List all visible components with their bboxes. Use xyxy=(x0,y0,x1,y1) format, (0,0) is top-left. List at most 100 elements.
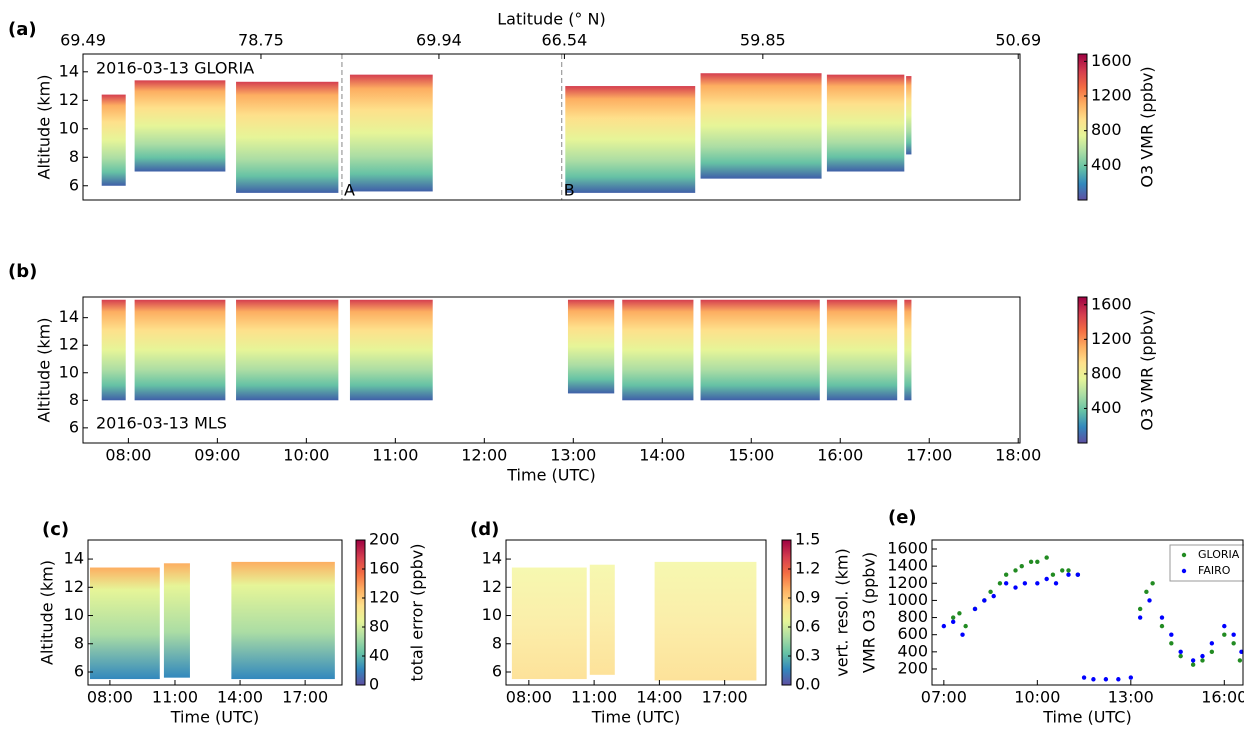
colorbar-tick-label: 1.5 xyxy=(795,530,820,549)
y-tick-label: 800 xyxy=(897,607,928,626)
point xyxy=(1150,581,1155,586)
point xyxy=(1222,632,1227,637)
colorbar-tick-label: 160 xyxy=(369,559,400,578)
colorbar-label: O3 VMR (ppbv) xyxy=(1138,66,1157,187)
point xyxy=(1190,662,1196,667)
point xyxy=(1200,653,1205,659)
point xyxy=(997,581,1003,586)
x-tick-label: 13:00 xyxy=(550,446,596,465)
panel-annotation: 2016-03-13 GLORIA xyxy=(96,59,254,78)
colorbar-tick-label: 1600 xyxy=(1091,51,1132,70)
retrieval-curtain xyxy=(134,299,226,401)
top-tick-label: 50.69 xyxy=(995,31,1041,50)
colorbar-tick-label: 800 xyxy=(1091,363,1122,382)
x-tick-label: 08:00 xyxy=(105,446,151,465)
y-tick-label: 10 xyxy=(482,605,502,624)
top-tick-label: 66.54 xyxy=(541,31,587,50)
retrieval-curtain xyxy=(231,561,335,680)
legend-label: GLORIA xyxy=(1198,548,1240,561)
top-axis-label: Latitude (° N) xyxy=(497,10,605,29)
colorbar-tick-label: 0 xyxy=(369,675,379,694)
point xyxy=(1066,572,1071,577)
x-tick-label: 17:00 xyxy=(702,688,748,707)
x-tick-label: 11:00 xyxy=(372,446,418,465)
point xyxy=(957,611,962,616)
marker-label: A xyxy=(344,181,355,200)
y-tick-label: 1200 xyxy=(887,573,928,592)
point xyxy=(1019,563,1024,569)
retrieval-curtain xyxy=(567,299,615,394)
point xyxy=(1103,677,1109,682)
point xyxy=(1044,555,1049,560)
retrieval-curtain xyxy=(826,74,905,172)
point xyxy=(1200,658,1205,663)
y-tick-label: 14 xyxy=(482,549,502,568)
x-axis-label: Time (UTC) xyxy=(506,466,595,485)
x-tick-label: 16:00 xyxy=(1201,688,1244,707)
retrieval-curtain xyxy=(89,567,160,680)
point xyxy=(960,632,965,637)
top-tick-label: 69.94 xyxy=(416,31,462,50)
point xyxy=(1053,581,1059,586)
colorbar-tick-label: 0.0 xyxy=(795,675,820,694)
point xyxy=(1060,568,1065,573)
point xyxy=(1116,677,1121,682)
x-tick-label: 17:00 xyxy=(906,446,952,465)
y-tick-label: 14 xyxy=(59,61,79,80)
x-tick-label: 11:00 xyxy=(152,688,198,707)
y-tick-label: 14 xyxy=(64,549,84,568)
x-tick-label: 10:00 xyxy=(283,446,329,465)
y-tick-label: 12 xyxy=(59,335,79,354)
point xyxy=(950,619,956,625)
legend-marker xyxy=(1181,568,1187,574)
y-tick-label: 8 xyxy=(69,147,79,166)
y-tick-label: 8 xyxy=(69,390,79,409)
colorbar-tick-label: 1200 xyxy=(1091,329,1132,348)
point xyxy=(972,606,978,612)
point xyxy=(1231,641,1236,646)
point xyxy=(1137,606,1143,612)
colorbar-tick-label: 800 xyxy=(1091,120,1122,139)
panel-annotation: 2016-03-13 MLS xyxy=(96,414,227,433)
y-tick-label: 12 xyxy=(59,90,79,109)
retrieval-curtain xyxy=(654,561,757,681)
colorbar-label: total error (ppbv) xyxy=(408,544,427,682)
retrieval-curtain xyxy=(589,564,615,675)
y-tick-label: 8 xyxy=(492,633,502,652)
retrieval-curtain xyxy=(565,86,696,193)
colorbar xyxy=(355,539,366,686)
point xyxy=(1237,658,1243,663)
y-tick-label: 1000 xyxy=(887,590,928,609)
colorbar xyxy=(1077,53,1088,201)
colorbar-tick-label: 200 xyxy=(369,530,400,549)
x-tick-label: 08:00 xyxy=(506,688,552,707)
top-tick-label: 78.75 xyxy=(238,31,284,50)
plot-frame xyxy=(505,539,767,686)
point xyxy=(1178,649,1183,655)
colorbar-tick-label: 1.2 xyxy=(795,559,820,578)
x-tick-label: 14:00 xyxy=(639,446,685,465)
point xyxy=(1147,598,1152,603)
top-tick-label: 59.85 xyxy=(740,31,786,50)
colorbar-tick-label: 400 xyxy=(1091,398,1122,417)
point xyxy=(1050,572,1056,577)
y-axis-label: VMR O3 (ppbv) xyxy=(860,552,879,673)
y-tick-label: 10 xyxy=(59,362,79,381)
point xyxy=(982,598,987,603)
point xyxy=(1035,559,1040,565)
point xyxy=(941,623,947,629)
retrieval-curtain xyxy=(236,299,339,401)
point xyxy=(1044,576,1049,582)
x-axis-label: Time (UTC) xyxy=(170,708,259,727)
colorbar-tick-label: 40 xyxy=(369,646,389,665)
point xyxy=(1035,581,1040,586)
colorbar-tick-label: 80 xyxy=(369,617,389,636)
y-tick-label: 1400 xyxy=(887,556,928,575)
retrieval-curtain xyxy=(904,299,912,401)
point xyxy=(1066,568,1071,573)
retrieval-curtain xyxy=(826,299,898,401)
panel-label: (e) xyxy=(888,507,917,528)
point xyxy=(1081,675,1087,680)
colorbar xyxy=(781,539,792,686)
